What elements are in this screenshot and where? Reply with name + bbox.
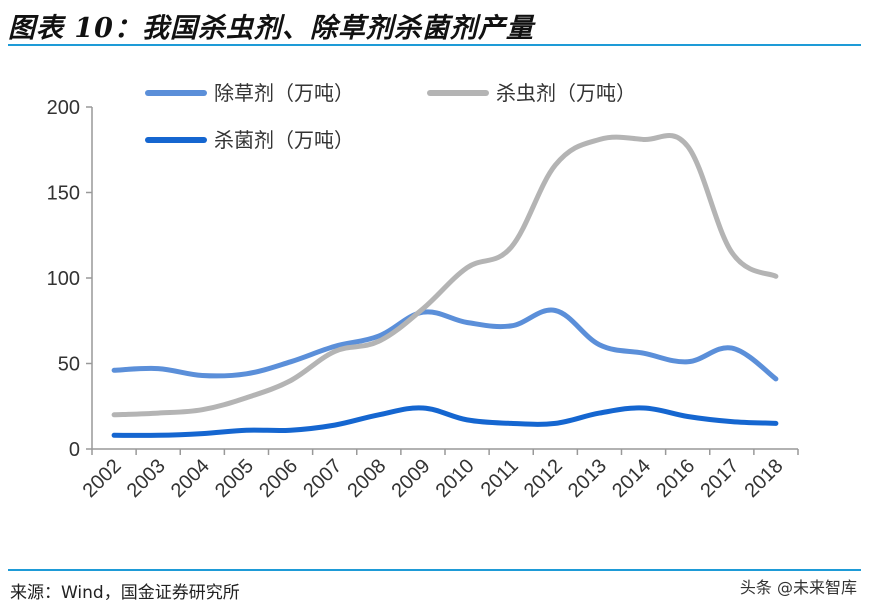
y-tick-label: 150 <box>47 183 80 205</box>
axes: 0 50 100 150 200 2002200320042005200620072008… <box>47 97 799 502</box>
legend: 除草剂（万吨） 杀虫剂（万吨） 杀菌剂（万吨） <box>145 81 636 152</box>
watermark: 头条 @未来智库 <box>739 578 857 597</box>
x-tick-label: 2003 <box>123 455 170 502</box>
x-tick-label: 2004 <box>167 455 214 502</box>
y-tick-label: 0 <box>69 439 80 461</box>
x-tick-label: 2010 <box>432 455 479 502</box>
series-lines <box>111 133 779 438</box>
x-tick-label: 2014 <box>608 455 655 502</box>
footer-divider <box>8 569 861 571</box>
x-tick-label: 2002 <box>79 455 126 502</box>
legend-label: 杀菌剂（万吨） <box>214 128 354 152</box>
legend-label: 杀虫剂（万吨） <box>496 81 636 105</box>
y-tick-label: 50 <box>58 354 80 376</box>
series-line-2 <box>111 133 779 418</box>
y-tick-label: 100 <box>47 268 80 290</box>
source-note: 来源：Wind，国金证券研究所 <box>10 583 240 603</box>
x-tick-label: 2005 <box>211 455 258 502</box>
series-line-3 <box>111 405 779 438</box>
x-tick-label: 2008 <box>343 455 390 502</box>
x-tick-label: 2011 <box>477 455 523 501</box>
chart-title: 图表 10：我国杀虫剂、除草剂杀菌剂产量 <box>8 13 534 44</box>
x-tick-label: 2007 <box>299 455 346 502</box>
header-divider <box>8 44 861 46</box>
x-tick-label: 2012 <box>520 455 567 502</box>
y-tick-label: 200 <box>47 97 80 119</box>
x-tick-label: 2013 <box>564 455 611 502</box>
x-tick-label: 2017 <box>696 455 743 502</box>
x-tick-label: 2009 <box>387 455 434 502</box>
x-tick-label: 2018 <box>740 455 787 502</box>
chart-area: 0 50 100 150 200 2002200320042005200620072008… <box>47 81 799 502</box>
x-tick-label: 2016 <box>652 455 699 502</box>
x-tick-label: 2006 <box>255 455 302 502</box>
legend-label: 除草剂（万吨） <box>214 81 354 105</box>
series-line-1 <box>111 307 779 382</box>
